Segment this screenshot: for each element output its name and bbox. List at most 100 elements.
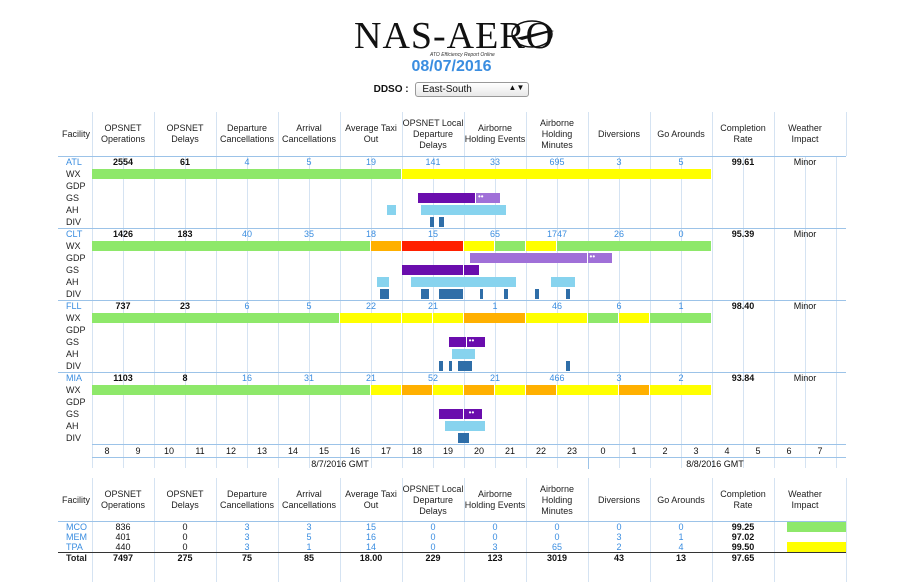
summary-metric[interactable]: 0: [430, 522, 436, 532]
facility-metric[interactable]: 18: [365, 229, 376, 239]
facility-metric[interactable]: 21: [489, 373, 500, 383]
facility-metric[interactable]: 16: [241, 373, 252, 383]
facility-metric[interactable]: 31: [303, 373, 314, 383]
facility-metric[interactable]: 40: [241, 229, 252, 239]
column-header: Arrival Cancellations: [281, 123, 337, 144]
total-label: Total: [66, 553, 87, 563]
hour-divider: [495, 156, 496, 468]
summary-facility-link-mco[interactable]: MCO: [66, 522, 87, 532]
wx-bar: [557, 385, 618, 395]
column-header: Airborne Holding Events: [464, 123, 526, 144]
summary-metric[interactable]: 5: [306, 532, 312, 542]
facility-metric[interactable]: 21: [427, 301, 438, 311]
gs-bar: [402, 265, 463, 275]
facility-metric: 98.40: [731, 301, 755, 311]
summary-metric[interactable]: 3: [244, 522, 250, 532]
hour-divider: [650, 156, 651, 468]
facility-link-fll[interactable]: FLL: [66, 301, 82, 311]
facility-metric: 23: [179, 301, 190, 311]
ddso-select[interactable]: East-South ▲▼: [415, 82, 530, 97]
column-divider: [526, 112, 527, 156]
hour-divider: [247, 156, 248, 468]
summary-column-divider: [402, 478, 403, 582]
summary-metric[interactable]: 0: [616, 522, 622, 532]
hour-label: 15: [318, 446, 329, 456]
facility-metric[interactable]: 65: [489, 229, 500, 239]
wx-bar: [526, 385, 556, 395]
facility-link-clt[interactable]: CLT: [66, 229, 83, 239]
summary-metric[interactable]: 0: [678, 522, 684, 532]
hour-divider: [681, 156, 682, 468]
summary-metric[interactable]: 1: [306, 542, 312, 552]
summary-metric[interactable]: 0: [430, 532, 436, 542]
facility-metric[interactable]: 21: [365, 373, 376, 383]
div-bar: [439, 217, 445, 227]
summary-metric[interactable]: 4: [678, 542, 684, 552]
facility-metric[interactable]: 695: [549, 157, 565, 167]
summary-metric[interactable]: 0: [554, 522, 560, 532]
summary-metric[interactable]: 1: [678, 532, 684, 542]
facility-metric[interactable]: 1: [678, 301, 684, 311]
facility-metric[interactable]: 22: [365, 301, 376, 311]
select-arrow-icon: ▲▼: [508, 83, 525, 92]
facility-metric[interactable]: 33: [489, 157, 500, 167]
star-marker-icon: ••: [468, 336, 475, 345]
summary-metric: 0: [182, 542, 188, 552]
summary-metric[interactable]: 14: [365, 542, 376, 552]
facility-metric[interactable]: 5: [306, 301, 312, 311]
div-bar: [457, 361, 473, 371]
summary-metric[interactable]: 3: [616, 532, 622, 542]
hour-label: 20: [473, 446, 484, 456]
column-divider: [774, 112, 775, 156]
facility-metric[interactable]: 5: [306, 157, 312, 167]
facility-metric[interactable]: 46: [551, 301, 562, 311]
facility-metric[interactable]: 6: [244, 301, 250, 311]
ah-bar: [386, 205, 397, 215]
facility-metric[interactable]: 52: [427, 373, 438, 383]
sub-row-label-ah: AH: [66, 349, 79, 359]
total-metric: 85: [303, 553, 314, 563]
summary-metric[interactable]: 0: [430, 542, 436, 552]
hour-label: 21: [504, 446, 515, 456]
facility-metric[interactable]: 3: [616, 373, 622, 383]
facility-metric[interactable]: 26: [613, 229, 624, 239]
summary-metric[interactable]: 16: [365, 532, 376, 542]
summary-metric[interactable]: 3: [306, 522, 312, 532]
summary-metric[interactable]: 0: [492, 522, 498, 532]
column-divider: [464, 112, 465, 156]
facility-metric[interactable]: 5: [678, 157, 684, 167]
facility-metric[interactable]: 6: [616, 301, 622, 311]
facility-metric[interactable]: 4: [244, 157, 250, 167]
summary-metric[interactable]: 0: [554, 532, 560, 542]
wx-bar: [340, 313, 401, 323]
hour-divider: [805, 156, 806, 468]
facility-metric[interactable]: 141: [425, 157, 441, 167]
gs-bar: [448, 337, 467, 347]
sub-row-label-gdp: GDP: [66, 253, 86, 263]
facility-metric[interactable]: 3: [616, 157, 622, 167]
summary-metric[interactable]: 0: [492, 532, 498, 542]
summary-column-divider: [712, 478, 713, 582]
facility-metric[interactable]: 35: [303, 229, 314, 239]
facility-link-mia[interactable]: MIA: [66, 373, 83, 383]
summary-metric[interactable]: 3: [244, 542, 250, 552]
column-header: Weather Impact: [788, 123, 822, 144]
facility-metric[interactable]: 2: [678, 373, 684, 383]
facility-metric[interactable]: 466: [549, 373, 565, 383]
summary-metric[interactable]: 3: [492, 542, 498, 552]
summary-metric[interactable]: 15: [365, 522, 376, 532]
facility-metric[interactable]: 19: [365, 157, 376, 167]
hour-label: 9: [135, 446, 141, 456]
summary-facility-link-tpa[interactable]: TPA: [66, 542, 83, 552]
summary-facility-link-mem[interactable]: MEM: [66, 532, 87, 542]
facility-metric[interactable]: 15: [427, 229, 438, 239]
summary-metric[interactable]: 2: [616, 542, 622, 552]
hour-label: 10: [163, 446, 174, 456]
facility-metric[interactable]: 1747: [546, 229, 568, 239]
facility-link-atl[interactable]: ATL: [66, 157, 82, 167]
facility-metric[interactable]: 1: [492, 301, 498, 311]
facility-metric[interactable]: 0: [678, 229, 684, 239]
summary-metric[interactable]: 3: [244, 532, 250, 542]
ah-bar: [411, 277, 516, 287]
summary-metric[interactable]: 65: [551, 542, 562, 552]
